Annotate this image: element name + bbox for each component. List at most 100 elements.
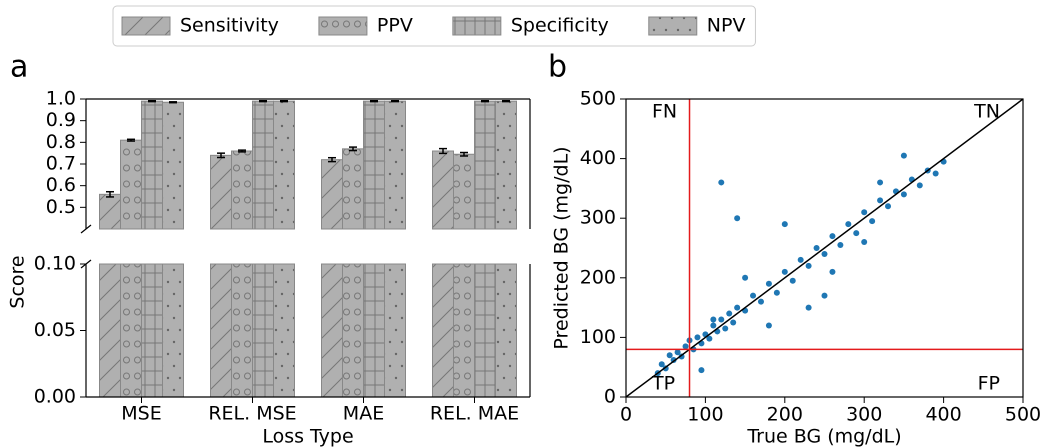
scatter-point [797, 256, 804, 263]
x-tick-label: MAE [343, 403, 384, 425]
bar-upper [273, 100, 295, 230]
legend: Sensitivity PPV Specificity NPV [112, 5, 756, 47]
bar-upper [210, 154, 232, 230]
y-tick-label: 0 [604, 386, 616, 408]
scatter-point [750, 292, 757, 299]
quadrant-label: TP [651, 373, 675, 395]
scatter-point [885, 203, 892, 210]
scatter-point [765, 322, 772, 329]
scatter-point [682, 343, 689, 350]
scatter-point [805, 262, 812, 269]
scatter-point [734, 215, 741, 222]
scatter-point [666, 352, 673, 359]
y-tick-label: 0.6 [46, 174, 76, 196]
x-axis-label: True BG (mg/dL) [746, 426, 901, 448]
bar-upper [453, 153, 475, 230]
bar-upper [432, 150, 454, 230]
bar-upper [231, 150, 253, 230]
y-tick-label: 300 [580, 207, 616, 229]
y-axis-label: Predicted BG (mg/dL) [551, 146, 573, 349]
scatter-point [821, 292, 828, 299]
y-tick-label: 100 [580, 326, 616, 348]
bar-lower [99, 263, 121, 398]
scatter-point [813, 245, 820, 251]
bar-lower [141, 263, 163, 398]
legend-label: Sensitivity [180, 15, 279, 37]
y-tick-label: 0.05 [34, 319, 76, 341]
scatter-point [900, 191, 907, 198]
axis-spine [80, 259, 92, 269]
bar-upper [120, 139, 142, 230]
bar-lower [432, 263, 454, 398]
axis-spine [80, 224, 92, 234]
scatter-point [658, 361, 665, 368]
legend-swatch [648, 16, 698, 36]
scatter-point [829, 233, 836, 240]
scatter-point [900, 152, 907, 159]
bar-lower [162, 263, 184, 398]
scatter-point [706, 335, 713, 342]
legend-box [112, 5, 756, 47]
bar-lower [210, 263, 232, 398]
scatter-point [829, 268, 836, 275]
bar-lower [252, 263, 274, 398]
bar-upper [99, 193, 121, 230]
y-tick-label: 500 [580, 88, 616, 110]
scatter-point [781, 268, 788, 275]
scatter-point [730, 319, 737, 326]
bar-upper [342, 148, 364, 230]
scatter-point [734, 304, 741, 311]
scatter-point [722, 325, 729, 332]
scatter-point [861, 239, 868, 246]
scatter-point [877, 179, 884, 186]
bar-lower [342, 263, 364, 398]
bar-upper [495, 100, 517, 230]
quadrant-label: FP [978, 373, 1000, 395]
x-tick-label: 300 [846, 404, 882, 426]
plot-frame [625, 98, 1024, 398]
bar-lower [120, 263, 142, 398]
quadrant-label: TN [973, 101, 1000, 123]
y-tick-label: 0.9 [46, 109, 76, 131]
legend-label: NPV [707, 15, 746, 37]
scatter-point [781, 221, 788, 228]
bar-lower [321, 263, 343, 398]
scatter-point [742, 274, 749, 281]
x-tick-label: 200 [767, 404, 803, 426]
bar-upper [384, 100, 406, 230]
bar-lower [453, 263, 475, 398]
scatter-point [694, 334, 701, 341]
scatter-point [710, 322, 717, 329]
scatter-point [726, 310, 733, 317]
bar-upper [141, 100, 163, 230]
scatter-point [674, 349, 681, 356]
x-tick-label: 0 [620, 404, 632, 426]
scatter-point [869, 218, 876, 225]
y-tick-label: 0.5 [46, 196, 76, 218]
scatter-point [821, 250, 828, 257]
bar-lower [231, 263, 253, 398]
y-tick-label: 0.8 [46, 131, 76, 153]
legend-swatch [452, 16, 502, 36]
x-axis-label: Loss Type [262, 426, 353, 448]
bar-upper [162, 101, 184, 230]
scatter-point [765, 280, 772, 287]
identity-line [625, 98, 1024, 398]
x-tick-label: REL. MSE [208, 403, 296, 425]
scatter-point [932, 170, 939, 177]
bar-upper [252, 100, 274, 230]
scatter-point [789, 277, 796, 284]
panel-label: a [10, 50, 28, 85]
y-axis-label: Score [7, 255, 29, 308]
bar-upper [363, 100, 385, 230]
x-tick-label: 500 [1005, 404, 1041, 426]
quadrant-label: FN [652, 101, 677, 123]
bar-upper [474, 100, 496, 230]
scatter-point [757, 298, 764, 305]
scatter-point [877, 197, 884, 204]
legend-label: Specificity [511, 15, 609, 37]
scatter-point [845, 221, 852, 228]
bar-lower [273, 263, 295, 398]
scatter-point [698, 367, 705, 374]
